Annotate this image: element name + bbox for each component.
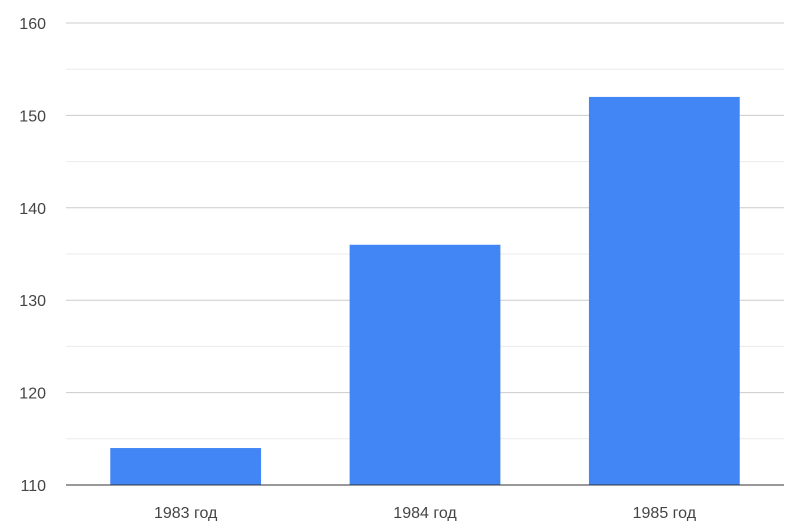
- y-tick-label: 150: [19, 108, 46, 125]
- bar-1: [110, 448, 262, 485]
- x-axis-labels: 1983 год 1984 год 1985 год: [154, 505, 697, 521]
- y-tick-label: 110: [20, 478, 46, 495]
- x-tick-label: 1985 год: [633, 505, 697, 521]
- y-tick-label: 120: [19, 386, 46, 403]
- y-tick-label: 130: [19, 293, 46, 310]
- x-tick-label: 1984 год: [393, 505, 457, 521]
- bar-3: [588, 96, 740, 486]
- y-tick-label: 140: [19, 201, 46, 218]
- y-axis-ticks: 110 120 130 140 150 160: [19, 16, 46, 495]
- x-tick-label: 1983 год: [154, 505, 218, 521]
- bar-2: [349, 244, 501, 485]
- y-tick-label: 160: [19, 16, 46, 33]
- bars: [110, 96, 740, 486]
